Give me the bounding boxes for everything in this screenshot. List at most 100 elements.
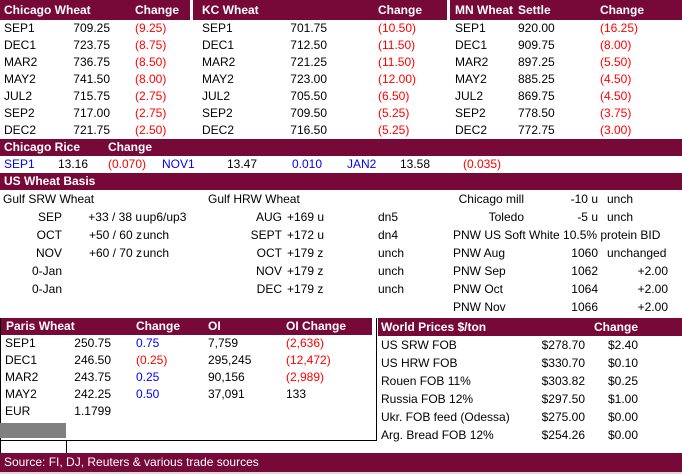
contract-label: DEC2	[202, 123, 235, 137]
basis-month: 0-Jan	[31, 264, 62, 278]
change-value: (2.50)	[135, 123, 167, 137]
world-row: Ukr. FOB feed (Odessa) $275.00 $0.00	[378, 408, 682, 426]
contract-label: SEP2	[202, 106, 233, 120]
contract-label: MAR2	[202, 55, 236, 69]
change-value: (4.50)	[600, 89, 632, 103]
mill-value: -10 u	[570, 192, 598, 206]
world-row: US HRW FOB $330.70 $0.10	[378, 354, 682, 372]
paris-eur-row: EUR 1.1799	[1, 403, 376, 420]
change-value: 0.25	[136, 370, 160, 384]
settle-value: 723.75	[73, 38, 110, 52]
basis-month: 0-Jan	[31, 282, 62, 296]
settle-value: 717.00	[73, 106, 110, 120]
price-value: 250.75	[74, 336, 111, 350]
contract-label: NOV1	[162, 157, 195, 171]
hrw-title: Gulf HRW Wheat	[208, 192, 300, 206]
world-row: Rouen FOB 11% $303.82 $0.25	[378, 372, 682, 390]
basis-row: PNW Nov 1066 +2.00	[0, 298, 682, 316]
bottom-edge	[0, 472, 682, 474]
paris-header-row: Paris Wheat Change OI OI Change	[1, 318, 372, 335]
contract-label: JUL2	[4, 89, 33, 103]
rice-header-row: Chicago Rice Change	[0, 139, 682, 156]
change-value: (8.50)	[135, 55, 167, 69]
settle-value: 778.50	[518, 106, 555, 120]
contract-label: MAR2	[455, 55, 489, 69]
basis-row: OCT +50 / 60 z unch SEPT +172 u dn4 PNW …	[0, 226, 682, 244]
settle-value: 715.75	[73, 89, 110, 103]
basis-month: NOV	[255, 264, 282, 278]
change-value: 0.75	[136, 336, 160, 350]
market-label: Russia FOB 12%	[381, 392, 474, 406]
settle-value: 709.25	[73, 21, 110, 35]
change-value: (5.25)	[378, 123, 410, 137]
settle-value: 723.00	[290, 72, 327, 86]
contract-label: MAR2	[4, 55, 38, 69]
chicago-change-header: Change	[135, 3, 180, 17]
change-value: 0.010	[292, 157, 323, 171]
change-value: (8.00)	[135, 72, 167, 86]
basis-value: +179 z	[287, 264, 324, 278]
change-value: (11.50)	[378, 55, 416, 69]
rice-row: SEP1 13.16 (0.070) NOV1 13.47 0.010 JAN2…	[0, 156, 682, 173]
change-value: (3.75)	[600, 106, 632, 120]
contract-label: JUL2	[202, 89, 231, 103]
change-value: $0.10	[607, 356, 638, 370]
kc-change-header: Change	[378, 3, 423, 17]
oi-value: 37,091	[208, 387, 245, 401]
price-value: $278.70	[541, 338, 585, 352]
paris-row: MAR2 243.75 0.25 90,156 (2,989)	[1, 369, 376, 386]
price-value: $275.00	[541, 410, 585, 424]
empty-bordered-cell	[0, 441, 67, 453]
basis-month: OCT	[36, 228, 62, 242]
mill-status: unch	[607, 192, 634, 206]
futures-row: DEC1 723.75 (8.75) DEC1 712.50 (11.50) D…	[0, 37, 682, 54]
paris-row: SEP1 250.75 0.75 7,759 (2,636)	[1, 335, 376, 352]
contract-label: DEC1	[455, 38, 488, 52]
mn-wheat-title: MN Wheat	[455, 3, 513, 17]
srw-title: Gulf SRW Wheat	[3, 192, 95, 206]
basis-row: SEP +33 / 38 u up6/up3 AUG +169 u dn5 To…	[0, 208, 682, 226]
change-value: (11.50)	[378, 38, 416, 52]
change-value: (9.25)	[135, 21, 167, 35]
basis-value: +50 / 60 z	[88, 228, 142, 242]
pnw-label: PNW Nov	[453, 300, 506, 314]
kc-wheat-title: KC Wheat	[202, 3, 259, 17]
price-value: $297.50	[541, 392, 585, 406]
currency-label: EUR	[5, 404, 31, 418]
futures-header-row: Chicago Wheat Change KC Wheat Change MN …	[0, 0, 682, 20]
change-value: (0.070)	[108, 157, 147, 171]
price-value: $303.82	[541, 374, 585, 388]
contract-label: SEP1	[455, 21, 486, 35]
basis-direction: unch	[378, 264, 405, 278]
header-divider	[190, 0, 193, 20]
paris-row: DEC1 246.50 (0.25) 295,245 (12,472)	[1, 352, 376, 369]
change-value: $1.00	[607, 392, 638, 406]
paris-oi-change-header: OI Change	[286, 319, 347, 333]
settle-value: 736.75	[73, 55, 110, 69]
oi-change-value: 133	[286, 387, 307, 401]
pnw-change: +2.00	[637, 282, 668, 296]
change-value: (4.50)	[600, 72, 632, 86]
contract-label: DEC1	[5, 353, 38, 367]
source-text: Source: FI, DJ, Reuters & various trade …	[4, 455, 259, 469]
price-value: 242.25	[74, 387, 111, 401]
futures-row: MAR2 736.75 (8.50) MAR2 721.25 (11.50) M…	[0, 54, 682, 71]
change-value: (8.75)	[135, 38, 167, 52]
gray-cell	[0, 423, 66, 438]
settle-value: 716.50	[290, 123, 327, 137]
world-change-header: Change	[593, 320, 638, 334]
contract-label: JAN2	[347, 157, 377, 171]
change-value: $2.40	[607, 338, 638, 352]
change-value: (5.25)	[378, 106, 410, 120]
mn-change-header: Change	[600, 3, 645, 17]
settle-value: 712.50	[290, 38, 327, 52]
contract-label: SEP1	[5, 336, 36, 350]
currency-value: 1.1799	[74, 404, 111, 418]
contract-label: DEC2	[455, 123, 488, 137]
basis-row: 0-Jan DEC +179 z unch PNW Oct 1064 +2.00	[0, 280, 682, 298]
market-label: US HRW FOB	[381, 356, 458, 370]
basis-status: unch	[143, 228, 170, 242]
chicago-wheat-title: Chicago Wheat	[4, 3, 91, 17]
futures-row: SEP2 717.00 (2.75) SEP2 709.50 (5.25) SE…	[0, 105, 682, 122]
